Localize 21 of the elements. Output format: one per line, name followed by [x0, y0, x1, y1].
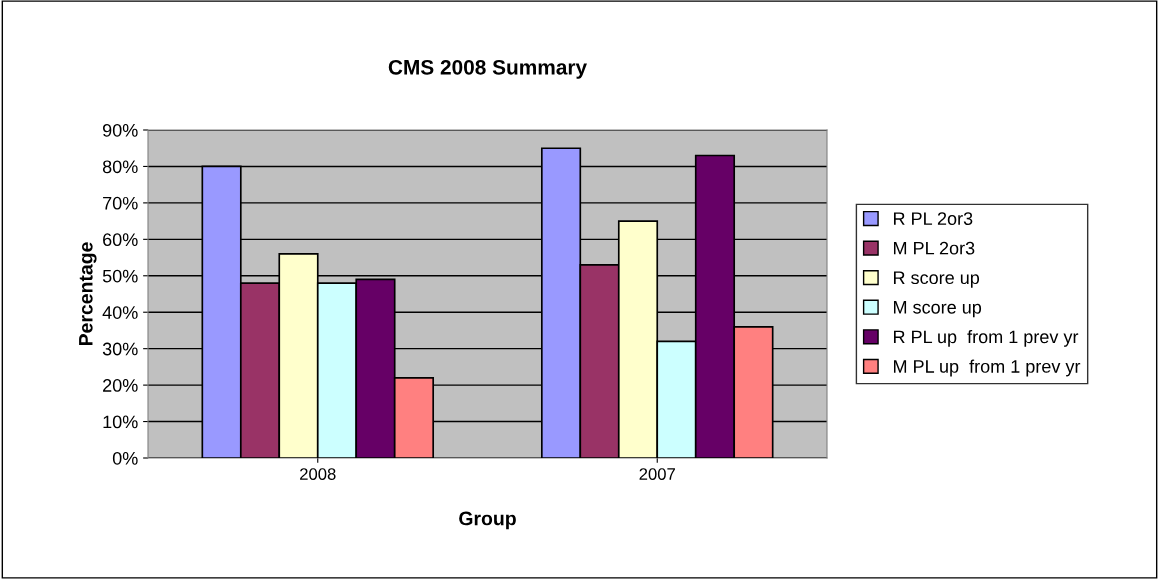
x-tick-label: 2007: [639, 468, 675, 480]
y-tick-label: 40%: [102, 306, 138, 319]
y-tick-label: 0%: [112, 451, 138, 465]
y-tick-label: 60%: [103, 233, 138, 247]
legend-label: R PL 2or3: [893, 212, 973, 225]
y-tick-label: 50%: [102, 269, 138, 283]
y-tick-label: 20%: [103, 379, 138, 392]
y-tick-label: 10%: [103, 415, 138, 429]
x-tick-label: 2008: [300, 468, 336, 480]
legend-label: M score up: [893, 301, 982, 318]
y-tick-label: 90%: [102, 123, 138, 137]
legend-label: M PL up from 1 prev yr: [893, 359, 1081, 377]
y-axis-title: Percentage: [79, 242, 97, 346]
legend-label: R PL up from 1 prev yr: [893, 330, 1079, 347]
legend-label: M PL 2or3: [893, 241, 975, 255]
y-tick-label: 80%: [102, 160, 138, 174]
x-axis-title: Group: [459, 511, 516, 530]
legend-label: R score up: [893, 271, 980, 288]
chart-title: CMS 2008 Summary: [388, 59, 587, 79]
y-tick-label: 30%: [102, 342, 138, 356]
y-tick-label: 70%: [103, 196, 138, 210]
